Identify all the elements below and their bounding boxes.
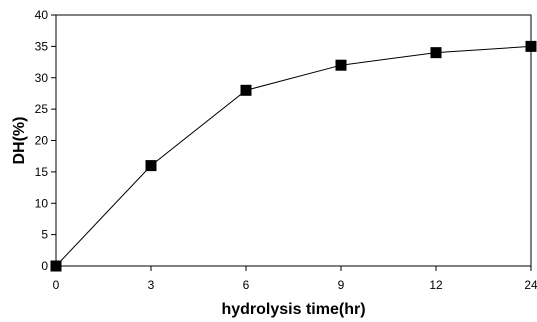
y-tick-label: 25 [35, 102, 49, 116]
x-axis-title: hydrolysis time(hr) [221, 301, 365, 318]
data-point-marker [145, 160, 157, 172]
x-axis-ticks: 0 3 6 9 12 24 [53, 266, 537, 292]
x-tick-label: 6 [243, 278, 250, 292]
x-tick-label: 3 [148, 278, 155, 292]
y-axis-title: DH(%) [11, 117, 28, 165]
series-line [55, 45, 532, 267]
y-tick-label: 20 [35, 134, 49, 148]
y-tick-label: 15 [35, 165, 49, 179]
y-tick-label: 10 [35, 196, 49, 210]
data-point-marker [430, 47, 442, 59]
x-tick-label: 12 [429, 278, 443, 292]
data-point-marker [525, 40, 537, 52]
y-axis-ticks: 0 5 10 15 20 25 30 35 40 [35, 8, 56, 273]
x-tick-label: 9 [338, 278, 345, 292]
data-point-marker [335, 59, 347, 71]
data-point-marker [50, 260, 62, 272]
plot-area-frame [55, 14, 532, 267]
y-tick-label: 30 [35, 71, 49, 85]
y-tick-label: 0 [41, 259, 48, 273]
x-tick-label: 0 [53, 278, 60, 292]
y-tick-label: 5 [41, 228, 48, 242]
y-tick-label: 40 [35, 8, 49, 22]
y-tick-label: 35 [35, 39, 49, 53]
x-tick-label: 24 [524, 278, 537, 292]
series-layer [50, 40, 537, 272]
data-point-marker [240, 84, 252, 96]
